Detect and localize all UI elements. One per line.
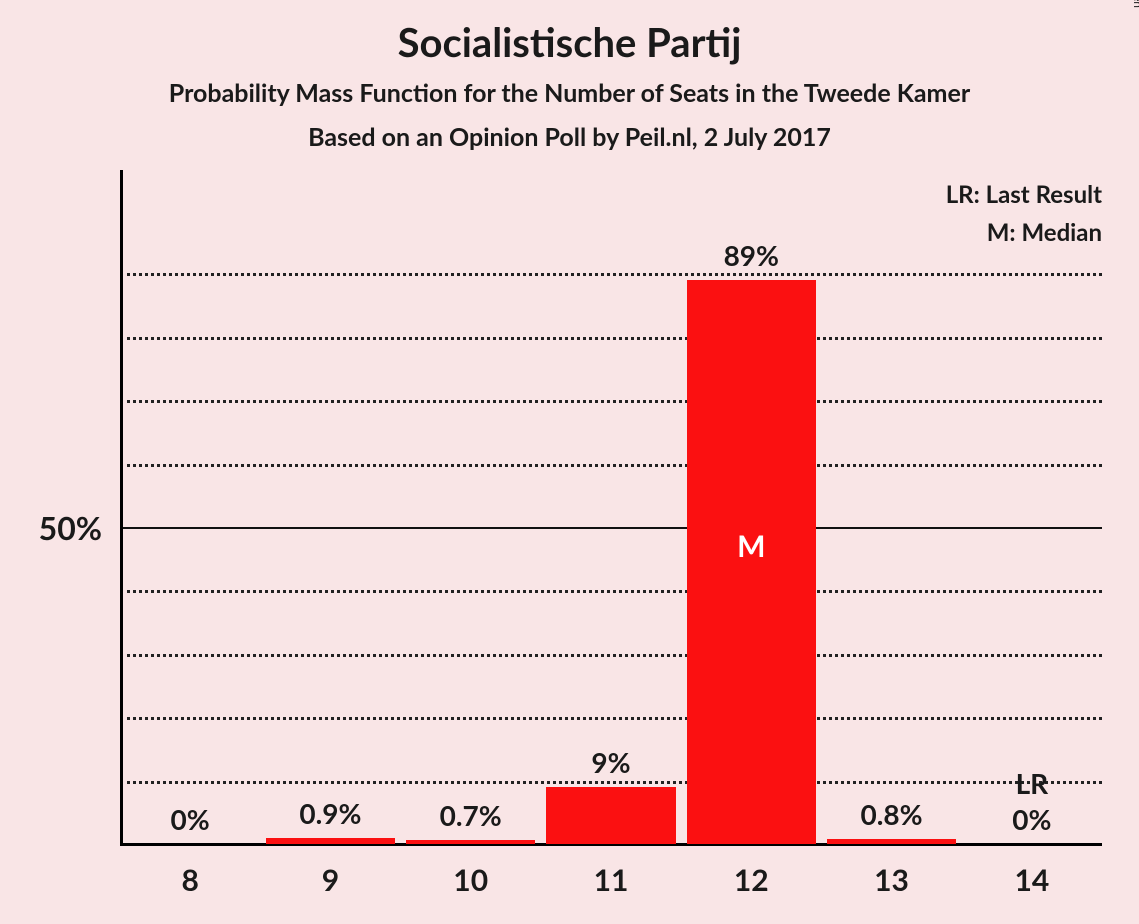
bar-value-label: 0.9%	[260, 796, 400, 830]
gridline-minor	[120, 273, 1102, 276]
title-sub1: Probability Mass Function for the Number…	[0, 78, 1139, 108]
bar-value-label: 0%	[120, 802, 260, 836]
gridline-minor	[120, 717, 1102, 720]
bar	[827, 839, 956, 844]
gridline-minor	[120, 654, 1102, 657]
x-axis-tick-label: 11	[541, 862, 681, 898]
bar-value-label: 0%	[962, 802, 1102, 836]
gridline-major	[120, 527, 1102, 529]
bar-value-label: 9%	[541, 745, 681, 779]
bar-annotation-upper: LR	[962, 766, 1102, 800]
bar-value-label: 0.8%	[821, 797, 961, 831]
bar-value-label: 89%	[681, 238, 821, 272]
title-main: Socialistische Partij	[0, 18, 1139, 66]
title-sub2-text: Based on an Opinion Poll by Peil.nl, 2 J…	[308, 122, 831, 152]
chart-canvas: © 2020 Filip van Laenen Socialistische P…	[0, 0, 1139, 924]
legend-lr: LR: Last Result	[946, 180, 1102, 209]
title-sub2: Based on an Opinion Poll by Peil.nl, 2 J…	[0, 122, 1139, 152]
x-axis-tick-label: 14	[962, 862, 1102, 898]
x-axis-tick-label: 12	[681, 862, 821, 898]
x-axis-tick-label: 9	[260, 862, 400, 898]
gridline-minor	[120, 464, 1102, 467]
bar-value-label: 0.7%	[401, 798, 541, 832]
legend-m: M: Median	[987, 218, 1102, 247]
title-main-text: Socialistische Partij	[398, 18, 742, 66]
gridline-minor	[120, 590, 1102, 593]
bar	[546, 787, 675, 844]
x-axis-tick-label: 13	[821, 862, 961, 898]
gridline-minor	[120, 400, 1102, 403]
legend-lr-text: LR: Last Result	[946, 180, 1102, 209]
gridline-minor	[120, 781, 1102, 784]
bar	[266, 838, 395, 844]
y-axis-line	[120, 170, 123, 844]
copyright-text: © 2020 Filip van Laenen	[1131, 0, 1139, 8]
bar	[406, 840, 535, 844]
gridline-minor	[120, 337, 1102, 340]
legend-m-text: M: Median	[987, 218, 1102, 247]
plot-area: 0%0.9%0.7%9%89%M0.8%LR0%	[120, 210, 1102, 844]
bar-annotation-inner: M	[687, 528, 816, 564]
title-sub1-text: Probability Mass Function for the Number…	[169, 78, 970, 108]
x-axis-tick-label: 10	[401, 862, 541, 898]
x-axis-tick-label: 8	[120, 862, 260, 898]
y-axis-tick-label-text: 50%	[39, 508, 102, 547]
y-axis-tick-label: 50%	[0, 508, 102, 547]
